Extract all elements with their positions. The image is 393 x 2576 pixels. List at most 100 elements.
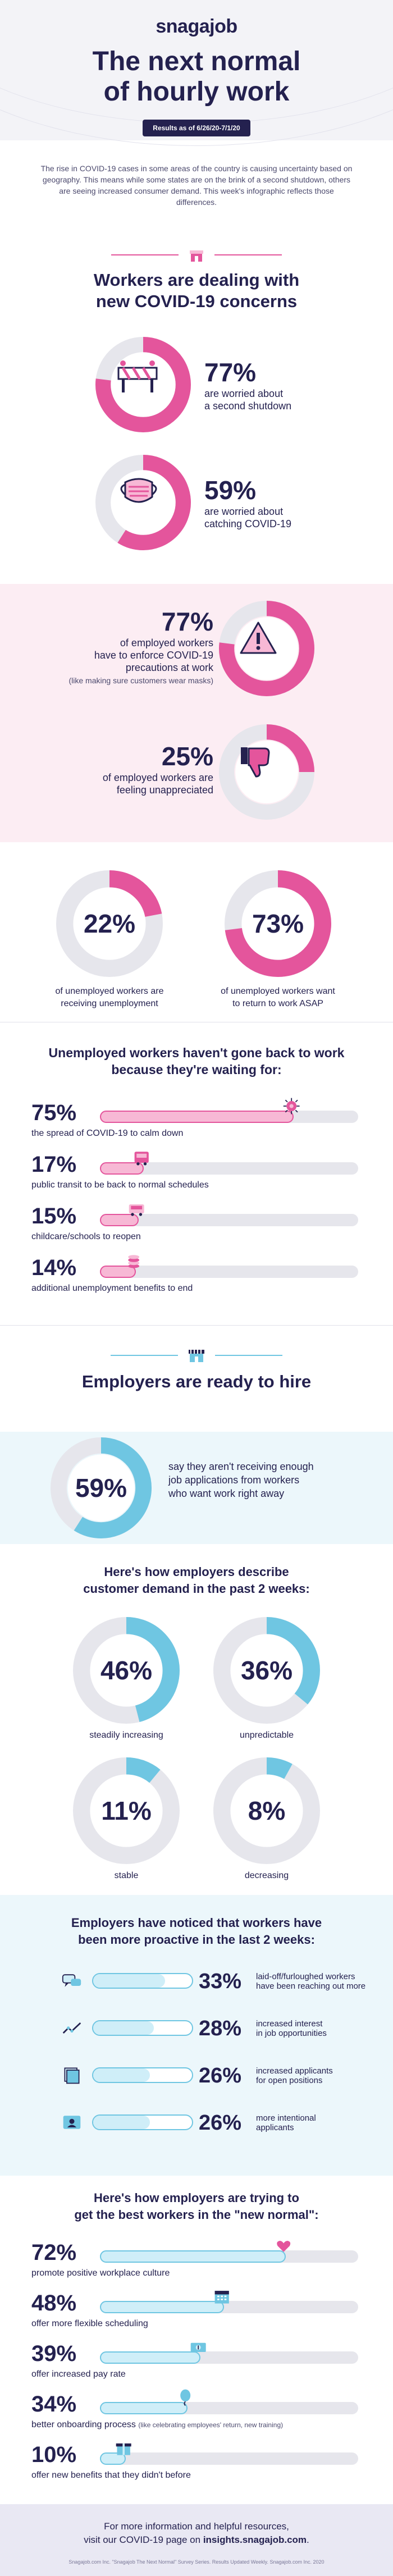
warning-icon <box>240 622 277 654</box>
stat-value: 59% <box>75 1473 127 1502</box>
bar-fill <box>100 2402 188 2414</box>
donut-ring <box>225 870 331 977</box>
donut-ring <box>56 870 163 977</box>
item-icon-wrap <box>62 2018 85 2038</box>
donut-arc <box>95 337 191 432</box>
stat-value: 25% <box>161 742 213 771</box>
stat-label: unpredictable <box>239 1730 294 1740</box>
bar-track <box>92 2020 193 2036</box>
virus-icon <box>283 1098 300 1115</box>
bar-icon-wrap <box>115 2438 135 2458</box>
item-label: offer more flexible scheduling <box>31 2319 148 2328</box>
item-value: 72% <box>31 2240 77 2265</box>
item-label: offer new benefits that they didn't befo… <box>31 2470 191 2480</box>
gift-icon <box>116 2443 131 2455</box>
item-label: laid-off/furloughed workers have been rea… <box>256 1972 366 1991</box>
donut-ring <box>73 1757 180 1864</box>
best-workers-title: Here's how employers are trying to get t… <box>74 2191 319 2222</box>
trend-up-icon <box>62 2022 81 2034</box>
bar-track <box>100 1111 358 1123</box>
results-badge: Results as of 6/26/20-7/1/20 <box>143 120 250 136</box>
stat-label: of employed workers are feeling unapprec… <box>102 772 213 796</box>
donut-ring <box>213 1617 320 1724</box>
donut-arc <box>56 870 163 977</box>
item-label: additional unemployment benefits to end <box>31 1284 193 1293</box>
stat-label: are worried about a second shutdown <box>204 388 292 412</box>
hearts-icon <box>277 2241 291 2252</box>
donut-chart: 8% <box>213 1757 320 1864</box>
title-line-2: of hourly work <box>103 77 290 107</box>
employed-stat-enforce: 77% of employed workers have to enforce … <box>28 606 213 685</box>
workers-title: Workers are dealing with new COVID-19 co… <box>93 270 300 311</box>
employed-band <box>0 584 393 842</box>
donut-chart: 11% <box>73 1757 180 1864</box>
bar-fill <box>100 1266 136 1278</box>
donut-arc <box>213 1617 320 1724</box>
store-icon <box>190 250 203 262</box>
stat-value: 59% <box>204 476 257 505</box>
donut-ring <box>51 1437 152 1538</box>
item-label: better onboarding process (like celebrat… <box>31 2420 284 2429</box>
bus-icon <box>134 1152 149 1166</box>
insights-link[interactable]: insights.snagajob.com <box>203 2534 307 2545</box>
bar-fill <box>100 1111 294 1123</box>
item-label: promote positive workplace culture <box>31 2268 170 2278</box>
donut-ring <box>73 1617 180 1724</box>
waiting-title: Unemployed workers haven't gone back to … <box>48 1045 345 1077</box>
item-label: more intentional applicants <box>256 2113 316 2132</box>
bar-icon-wrap <box>132 1148 153 1168</box>
proactive-item: 33% laid-off/furloughed workers have been … <box>62 1965 393 1997</box>
donut-arc <box>51 1437 152 1538</box>
worker-stat-shutdown: 77% are worried about a second shutdown <box>95 337 291 432</box>
footer: For more information and helpful resourc… <box>0 2504 393 2576</box>
coins-icon <box>128 1255 140 1268</box>
item-label: increased interest in job opportunities <box>256 2019 327 2038</box>
stat-value: 8% <box>248 1796 286 1825</box>
section-divider <box>0 247 393 263</box>
storefront-icon <box>189 1350 204 1362</box>
donut-center <box>231 1635 302 1706</box>
item-value: 17% <box>31 1152 77 1177</box>
donut-center <box>91 1775 162 1846</box>
stat-value: 73% <box>252 909 304 938</box>
item-value: 14% <box>31 1255 77 1280</box>
bar-track <box>100 2301 358 2313</box>
donut-chart: 73% <box>225 870 331 977</box>
section-divider <box>0 1348 393 1363</box>
item-value: 75% <box>31 1100 77 1125</box>
donut-chart <box>219 724 314 820</box>
proactive-item: 28% increased interest in job opportunitie… <box>62 2012 393 2044</box>
stat-label: of employed workers have to enforce COVI… <box>94 637 213 673</box>
footer-fineprint: Snagajob.com Inc. "Snagajob The Next Nor… <box>68 2559 325 2565</box>
donut-center <box>231 1775 302 1846</box>
item-icon-wrap <box>62 2065 85 2085</box>
stat-value: 36% <box>240 1656 293 1685</box>
donut-arc <box>95 455 191 550</box>
bar-fill <box>100 1162 144 1175</box>
stat-label: decreasing <box>244 1871 289 1880</box>
bar-track <box>100 1214 358 1226</box>
calendar-icon <box>214 2291 229 2304</box>
worker-stat-catching: 59% are worried about catching COVID-19 <box>95 455 291 550</box>
bar-fill <box>93 1974 165 1988</box>
bar-fill <box>100 1214 139 1226</box>
donut-chart <box>219 601 314 696</box>
face-mask-icon <box>120 478 157 503</box>
documents-icon <box>64 2067 80 2084</box>
item-label: childcare/schools to reopen <box>31 1232 141 1241</box>
item-value: 28% <box>199 2017 242 2040</box>
bar-fill <box>100 2351 201 2364</box>
donut-ring <box>213 1757 320 1864</box>
bar-icon-wrap <box>189 2337 209 2357</box>
donut-arc <box>73 1617 180 1724</box>
header: snagajob The next normal of hourly work … <box>0 0 393 146</box>
donut-center <box>74 888 145 959</box>
stat-value: 77% <box>204 358 257 387</box>
proactive-title: Employers have noticed that workers have… <box>71 1916 322 1947</box>
balloon-icon <box>180 2389 191 2406</box>
bar-fill <box>100 2250 286 2263</box>
bar-fill <box>93 2068 150 2082</box>
item-value: 26% <box>199 2111 242 2135</box>
donut-chart: 46% <box>73 1617 180 1724</box>
donut-chart: 59% <box>51 1437 152 1538</box>
